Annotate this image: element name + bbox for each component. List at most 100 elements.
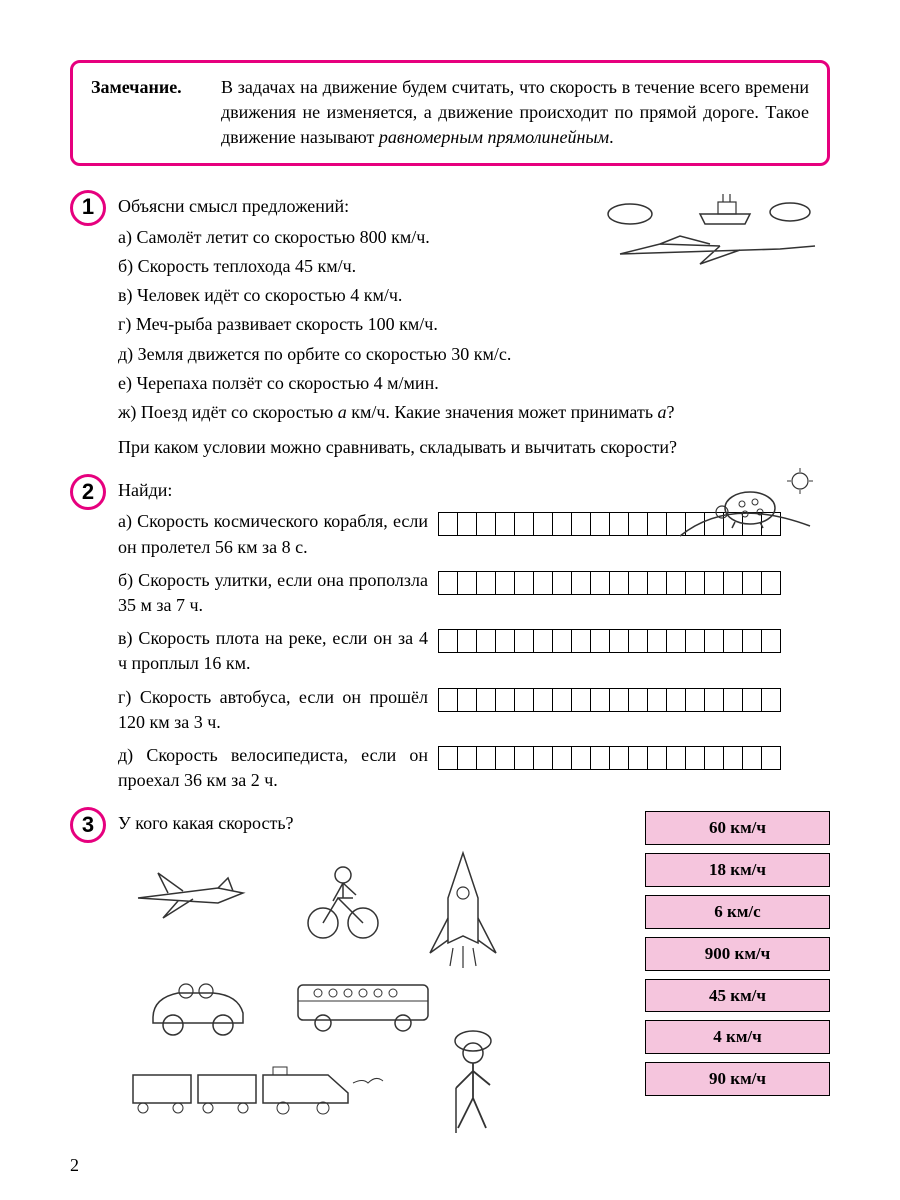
answer-cell[interactable] <box>761 629 781 653</box>
answer-cell[interactable] <box>514 571 534 595</box>
answer-cell[interactable] <box>590 688 610 712</box>
answer-cell[interactable] <box>628 688 648 712</box>
answer-cell[interactable] <box>647 688 667 712</box>
answer-cell[interactable] <box>514 688 534 712</box>
answer-cell[interactable] <box>666 688 686 712</box>
answer-cell[interactable] <box>666 629 686 653</box>
problem-2: 2 Найди: а) Скорость космического кораб­… <box>70 478 830 793</box>
answer-cell[interactable] <box>628 571 648 595</box>
answer-cell[interactable] <box>704 629 724 653</box>
answer-cell[interactable] <box>685 629 705 653</box>
answer-cell[interactable] <box>609 512 629 536</box>
answer-cell[interactable] <box>495 746 515 770</box>
answer-cell[interactable] <box>609 571 629 595</box>
answer-cell[interactable] <box>628 512 648 536</box>
item-2d-row: д) Скорость велосипедиста, если он проех… <box>118 743 830 793</box>
answer-cell[interactable] <box>666 571 686 595</box>
answer-cell[interactable] <box>457 571 477 595</box>
answer-cell[interactable] <box>476 629 496 653</box>
answer-cell[interactable] <box>590 571 610 595</box>
answer-cell[interactable] <box>685 688 705 712</box>
answer-cell[interactable] <box>761 571 781 595</box>
answer-cell[interactable] <box>742 688 762 712</box>
answer-cell[interactable] <box>495 688 515 712</box>
answer-cell[interactable] <box>704 746 724 770</box>
item-1zh-var: а <box>338 402 347 422</box>
answer-cell[interactable] <box>476 688 496 712</box>
answer-cell[interactable] <box>495 629 515 653</box>
answer-cell[interactable] <box>647 629 667 653</box>
answer-cell[interactable] <box>495 571 515 595</box>
answer-cell[interactable] <box>628 746 648 770</box>
answer-cell[interactable] <box>590 512 610 536</box>
answer-cell[interactable] <box>552 746 572 770</box>
answer-cell[interactable] <box>742 746 762 770</box>
answer-cell[interactable] <box>666 746 686 770</box>
answer-cell[interactable] <box>457 629 477 653</box>
answer-cell[interactable] <box>438 688 458 712</box>
train-icon <box>128 1063 388 1130</box>
answer-cell[interactable] <box>571 512 591 536</box>
note-box: Замечание. В задачах на движение будем с… <box>70 60 830 166</box>
answer-grid-2d[interactable] <box>438 746 781 770</box>
answer-cell[interactable] <box>571 688 591 712</box>
answer-cell[interactable] <box>609 688 629 712</box>
answer-cell[interactable] <box>552 512 572 536</box>
answer-cell[interactable] <box>685 571 705 595</box>
answer-cell[interactable] <box>552 688 572 712</box>
answer-cell[interactable] <box>571 629 591 653</box>
answer-cell[interactable] <box>552 629 572 653</box>
answer-cell[interactable] <box>723 571 743 595</box>
answer-grid-2v[interactable] <box>438 629 781 653</box>
answer-cell[interactable] <box>761 688 781 712</box>
answer-cell[interactable] <box>609 746 629 770</box>
answer-cell[interactable] <box>495 512 515 536</box>
item-2b-row: б) Скорость улитки, если она про­ползла … <box>118 568 830 618</box>
answer-cell[interactable] <box>438 629 458 653</box>
answer-cell[interactable] <box>533 571 553 595</box>
answer-cell[interactable] <box>628 629 648 653</box>
note-emphasis: равномерным прямолинейным <box>379 127 609 147</box>
item-2g-row: г) Скорость автобуса, если он про­шёл 12… <box>118 685 830 735</box>
answer-cell[interactable] <box>514 746 534 770</box>
answer-cell[interactable] <box>647 746 667 770</box>
answer-cell[interactable] <box>723 746 743 770</box>
answer-cell[interactable] <box>476 746 496 770</box>
answer-cell[interactable] <box>552 571 572 595</box>
answer-cell[interactable] <box>685 746 705 770</box>
answer-cell[interactable] <box>704 688 724 712</box>
answer-cell[interactable] <box>723 629 743 653</box>
answer-cell[interactable] <box>590 746 610 770</box>
answer-cell[interactable] <box>761 746 781 770</box>
answer-cell[interactable] <box>609 629 629 653</box>
answer-cell[interactable] <box>533 512 553 536</box>
answer-cell[interactable] <box>742 629 762 653</box>
answer-grid-2b[interactable] <box>438 571 781 595</box>
answer-cell[interactable] <box>476 571 496 595</box>
answer-cell[interactable] <box>533 746 553 770</box>
answer-cell[interactable] <box>571 746 591 770</box>
note-suffix: . <box>609 127 614 147</box>
answer-cell[interactable] <box>514 512 534 536</box>
answer-cell[interactable] <box>533 629 553 653</box>
answer-cell[interactable] <box>457 746 477 770</box>
answer-grid-2g[interactable] <box>438 688 781 712</box>
answer-cell[interactable] <box>438 571 458 595</box>
note-text: В задачах на движение будем считать, что… <box>221 75 809 151</box>
answer-cell[interactable] <box>590 629 610 653</box>
answer-cell[interactable] <box>704 571 724 595</box>
answer-cell[interactable] <box>647 571 667 595</box>
answer-cell[interactable] <box>457 688 477 712</box>
jet-plane-icon <box>128 863 258 940</box>
answer-cell[interactable] <box>514 629 534 653</box>
answer-cell[interactable] <box>742 571 762 595</box>
answer-cell[interactable] <box>438 512 458 536</box>
speed-box-1[interactable]: 60 км/ч <box>645 811 830 845</box>
answer-cell[interactable] <box>476 512 496 536</box>
answer-cell[interactable] <box>533 688 553 712</box>
answer-cell[interactable] <box>457 512 477 536</box>
problem-number-3: 3 <box>70 807 106 843</box>
answer-cell[interactable] <box>571 571 591 595</box>
answer-cell[interactable] <box>438 746 458 770</box>
answer-cell[interactable] <box>723 688 743 712</box>
